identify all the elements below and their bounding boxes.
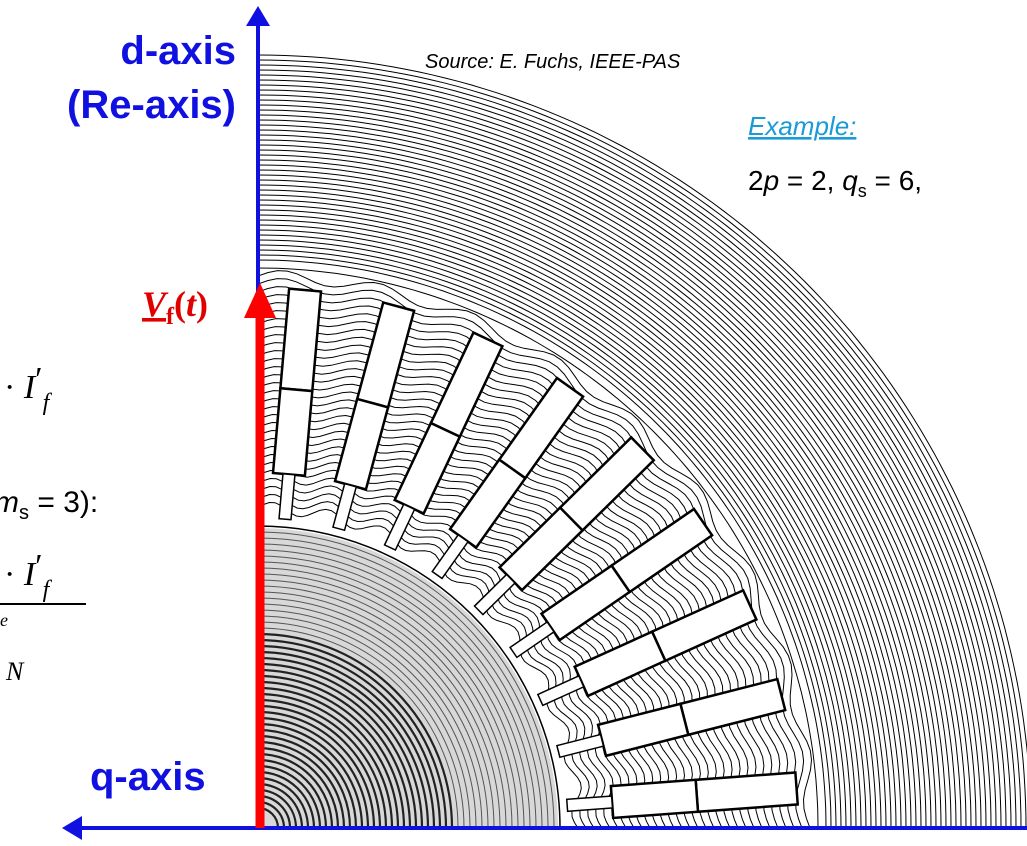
slot-conductor [499,378,583,478]
slot-opening [475,574,515,614]
slot [566,772,798,821]
slot-conductor [575,632,666,696]
text: s [858,181,867,201]
slot-conductor [680,679,785,735]
slot-conductor [280,289,321,391]
slot-conductor [652,590,756,660]
slide: d-axis (Re-axis) q-axis Source: E. Fuchs… [0,0,1027,846]
q-axis-label: q-axis [90,755,206,799]
text: p [763,165,780,196]
formula-denominator: N [5,657,25,686]
phase-count: ms = 3): [0,486,98,524]
slot-conductor [598,704,688,756]
slot-opening [333,484,356,531]
slot-conductor [431,333,503,437]
voltage-label: Vf(t) [142,284,208,330]
slot-conductor [357,302,414,407]
slot-conductor [542,566,630,641]
text: = 2, [779,165,842,196]
text: · [4,556,24,593]
text: · [4,369,24,406]
slot [269,289,321,521]
slot-conductor [611,780,698,818]
example-params: 2p = 2, qs = 6, [748,165,922,201]
slot-conductor [696,772,798,811]
text: ′ [35,548,42,585]
example-heading: Example: [748,111,856,141]
text: = 3): [29,486,98,519]
slot-opening [567,796,613,811]
slot-opening [538,676,584,706]
text: q [842,165,858,196]
text: ′ [35,361,42,398]
formula-1: · I′f [4,361,53,416]
text: f [43,577,53,603]
formula-denominator-top: e [0,610,8,630]
d-axis-label: d-axis [120,29,236,73]
re-axis-label: (Re-axis) [67,83,236,127]
text: s [19,502,29,524]
formula-2: · I′f [4,548,53,603]
source: Source: E. Fuchs, IEEE-PAS [425,51,681,73]
text: f [43,390,53,416]
d-axis-arrowhead [246,6,270,26]
text: ( [174,284,186,324]
text: m [0,486,19,519]
slot-conductor [450,460,525,548]
text: = 6, [867,165,922,196]
slot-opening [432,535,468,579]
slot-conductor [273,388,312,475]
text: V [142,284,169,324]
text: ) [196,284,208,324]
q-axis-arrowhead [62,816,82,840]
text: 2 [748,165,764,196]
